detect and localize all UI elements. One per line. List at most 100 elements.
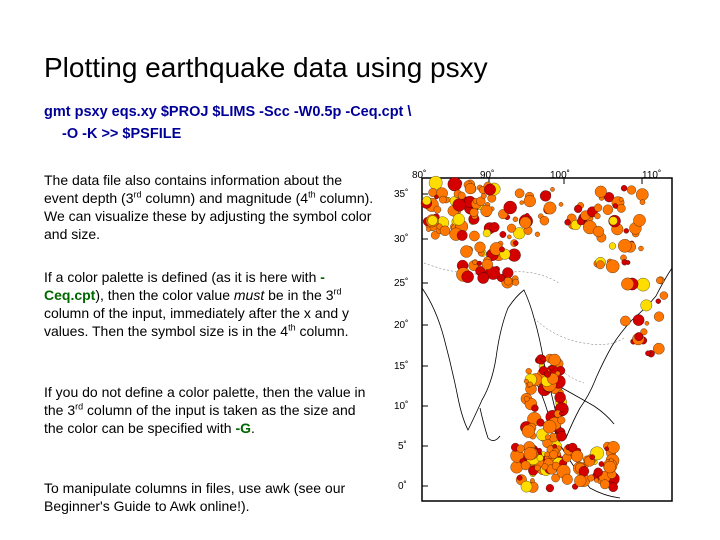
earthquake-marker	[460, 245, 473, 258]
earthquake-marker	[519, 200, 524, 205]
earthquake-marker	[503, 277, 513, 286]
p2-text-d: column of the input, immediately after t…	[44, 305, 350, 339]
earthquake-marker	[626, 185, 637, 195]
p1-sup-2: th	[308, 189, 316, 200]
earthquake-marker	[574, 474, 587, 487]
earthquake-marker	[545, 434, 551, 440]
earthquake-marker	[625, 260, 631, 265]
earthquake-marker	[536, 454, 544, 462]
earthquake-marker	[480, 204, 493, 217]
lat-labels: 35˚ 30˚ 25˚ 20˚ 15˚ 10˚ 5˚ 0˚	[394, 188, 408, 492]
p3-text-a: If you do not define a color palette, th…	[44, 384, 366, 418]
lon-label-90: 90˚	[480, 169, 494, 181]
earthquake-marker	[607, 441, 620, 454]
earthquake-marker	[461, 270, 474, 283]
earthquake-marker	[544, 451, 550, 458]
earthquake-marker	[620, 185, 628, 192]
lat-label-15: 15˚	[394, 360, 408, 372]
earthquake-marker	[589, 454, 596, 460]
p2-text-b: ), then the color value	[95, 287, 234, 303]
earthquake-marker	[430, 230, 440, 240]
earthquake-marker	[608, 242, 617, 250]
earthquake-marker	[636, 188, 649, 201]
earthquake-marker	[554, 391, 566, 404]
coastlines	[421, 267, 673, 499]
lat-label-20: 20˚	[394, 319, 408, 331]
lat-label-35: 35˚	[394, 188, 408, 200]
command-line-1: gmt psxy eqs.xy $PROJ $LIMS -Scc -W0.5p …	[44, 104, 412, 120]
earthquake-marker	[620, 315, 631, 327]
earthquake-marker	[543, 370, 551, 378]
earthquake-marker	[536, 418, 545, 427]
earthquake-marker	[633, 214, 646, 227]
earthquake-marker	[632, 314, 645, 326]
earthquake-marker	[623, 228, 629, 234]
lat-label-25: 25˚	[394, 277, 408, 289]
earthquake-marker	[534, 231, 540, 237]
earthquake-marker	[486, 266, 500, 280]
earthquake-marker	[543, 201, 557, 215]
lon-label-110: 110˚	[642, 169, 661, 181]
earthquake-marker	[605, 259, 620, 274]
earthquake-marker	[557, 416, 566, 425]
earthquake-marker	[523, 395, 530, 402]
earthquake-marker	[640, 328, 648, 336]
p2-text-e: column.	[295, 323, 349, 339]
earthquake-marker	[559, 411, 564, 416]
earthquake-marker	[639, 199, 646, 205]
earthquake-marker	[531, 404, 539, 412]
earthquake-marker	[516, 475, 523, 481]
p1-text-b: column) and magnitude (4	[141, 190, 309, 206]
p2-sup-1: rd	[333, 286, 342, 297]
earthquake-marker	[534, 464, 541, 472]
earthquake-marker	[539, 216, 550, 226]
earthquake-marker	[428, 175, 443, 190]
earthquake-marker	[608, 216, 618, 226]
paragraph-no-palette: If you do not define a color palette, th…	[44, 383, 374, 437]
p3-sup-1: rd	[75, 401, 84, 412]
earthquake-marker	[433, 205, 442, 214]
earthquake-marker	[548, 353, 561, 366]
earthquake-marker	[616, 204, 626, 213]
earthquake-marker	[447, 177, 462, 192]
paragraph-depth-magnitude: The data file also contains information …	[44, 171, 374, 243]
earthquake-marker	[439, 225, 451, 236]
earthquake-marker	[595, 260, 605, 270]
earthquake-marker	[598, 461, 605, 467]
earthquake-marker	[594, 185, 607, 198]
earthquake-marker	[540, 356, 547, 363]
earthquake-marker	[427, 215, 438, 226]
earthquake-marker	[474, 241, 486, 253]
earthquake-marker	[608, 482, 618, 492]
lat-label-0: 0˚	[398, 480, 407, 492]
command-line-2: -O -K >> $PSFILE	[62, 126, 182, 142]
earthquake-marker	[618, 197, 624, 202]
earthquake-marker	[520, 460, 531, 471]
earthquake-marker	[594, 477, 599, 483]
earthquake-marker	[541, 463, 549, 471]
earthquake-marker	[587, 474, 595, 482]
earthquake-marker	[507, 234, 512, 240]
earthquake-marker	[644, 321, 650, 326]
earthquake-marker	[551, 473, 560, 483]
p3-code: -G	[235, 420, 252, 436]
earthquake-marker	[621, 277, 634, 291]
p2-text-a: If a color palette is defined (as it is …	[44, 269, 321, 285]
earthquake-marker	[457, 191, 466, 200]
paragraph-awk: To manipulate columns in files, use awk …	[44, 480, 346, 514]
earthquake-marker	[519, 216, 532, 229]
command-block: gmt psxy eqs.xy $PROJ $LIMS -Scc -W0.5p …	[44, 101, 411, 145]
earthquake-marker	[556, 430, 567, 442]
earthquake-marker	[527, 381, 533, 388]
earthquake-marker	[426, 226, 432, 232]
earthquake-marker	[636, 277, 650, 292]
earthquake-marker	[593, 467, 603, 477]
earthquake-marker	[604, 446, 609, 452]
earthquake-marker	[469, 207, 479, 217]
earthquake-marker	[523, 195, 536, 208]
earthquake-marker	[604, 192, 615, 203]
earthquake-marker	[480, 193, 487, 199]
earthquake-marker	[514, 188, 525, 199]
earthquake-marker	[653, 342, 665, 355]
earthquake-marker	[600, 479, 610, 490]
